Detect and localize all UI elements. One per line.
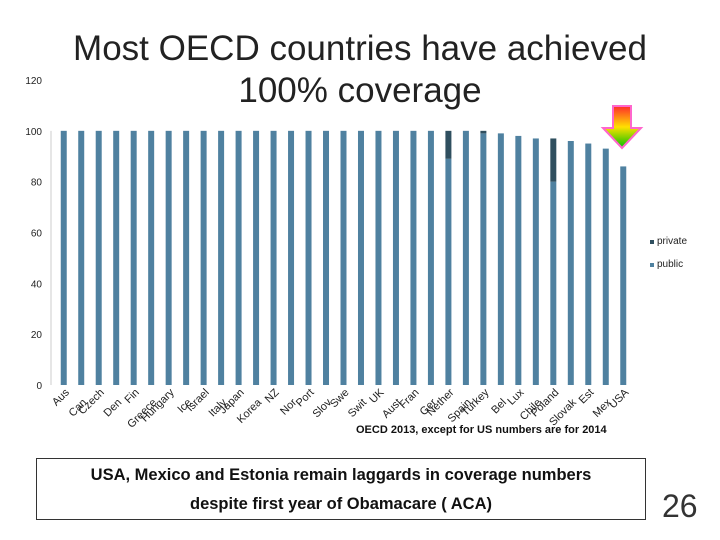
x-tick-label: Fin [123, 387, 142, 406]
x-tick-label: Lux [505, 386, 526, 407]
bar-public-aus [60, 130, 67, 385]
bar-private-poland [550, 138, 557, 182]
bars [60, 130, 627, 385]
bar-public-uk [375, 130, 382, 385]
y-tick-label: 0 [36, 381, 42, 392]
bar-public-ice [183, 130, 190, 385]
legend-item-public: public [650, 259, 687, 270]
x-tick-label: Est [577, 387, 597, 407]
bar-public-greece [148, 130, 155, 385]
bar-public-fin [130, 130, 137, 385]
legend-item-private: private [650, 236, 687, 247]
legend-swatch-public [650, 262, 654, 267]
bar-public-turkey [480, 133, 487, 385]
page-number: 26 [662, 488, 698, 524]
x-tick-label: NZ [263, 386, 282, 405]
bar-private-turkey [480, 130, 487, 134]
page-title: Most OECD countries have achieved 100% c… [73, 29, 647, 110]
y-tick-label: 20 [31, 330, 43, 341]
x-tick-label: Aus [50, 386, 72, 408]
bar-public-nz [270, 130, 277, 385]
down-arrow-gradient-icon [600, 105, 644, 150]
caption-line-2: despite first year of Obamacare ( ACA) [190, 495, 492, 513]
bar-public-nether [445, 158, 452, 385]
bar-public-ger [427, 130, 434, 385]
bar-public-bel [497, 133, 504, 385]
y-tick-label: 80 [31, 178, 43, 189]
bar-public-can [78, 130, 85, 385]
bar-private-nether [445, 130, 452, 159]
bar-public-mex [602, 148, 609, 385]
y-axis: 0 20 40 60 80 100 120 [25, 76, 52, 392]
bar-public-hungary [165, 130, 172, 385]
bar-public-lux [515, 135, 522, 385]
x-tick-label: Fran [397, 387, 421, 411]
bar-public-usa [620, 166, 627, 385]
source-note: OECD 2013, except for US numbers are for… [356, 424, 607, 436]
x-tick-label: Den [102, 397, 125, 420]
legend-swatch-private [650, 239, 654, 244]
bar-public-israel [200, 130, 207, 385]
y-tick-label: 40 [31, 279, 43, 290]
bar-public-slovak [567, 141, 574, 385]
y-tick-label: 100 [25, 127, 42, 138]
x-tick-label: Swit [346, 397, 369, 420]
bar-public-czech [95, 130, 102, 385]
bar-public-den [113, 130, 120, 385]
y-tick-label: 60 [31, 229, 43, 240]
bar-public-spain [462, 130, 469, 385]
y-tick-label: 120 [25, 76, 42, 87]
bar-public-poland [550, 181, 557, 385]
legend-label-private: private [657, 236, 688, 247]
legend-label-public: public [657, 259, 684, 270]
caption-box: USA, Mexico and Estonia remain laggards … [36, 458, 646, 520]
x-tick-label: USA [607, 386, 632, 411]
legend: private public [650, 236, 687, 282]
bar-public-nor [288, 130, 295, 385]
bar-public-japan [235, 130, 242, 385]
bar-public-swit [357, 130, 364, 385]
bar-public-est [585, 143, 592, 385]
bar-public-swe [340, 130, 347, 385]
bar-public-aust [392, 130, 399, 385]
bar-public-port [305, 130, 312, 385]
bar-public-slov [323, 130, 330, 385]
bar-public-fran [410, 130, 417, 385]
bar-public-italy [218, 130, 225, 385]
bar-public-chile [532, 138, 539, 385]
x-tick-label: UK [367, 386, 387, 406]
bar-public-korea [253, 130, 260, 385]
caption-line-1: USA, Mexico and Estonia remain laggards … [90, 466, 592, 484]
